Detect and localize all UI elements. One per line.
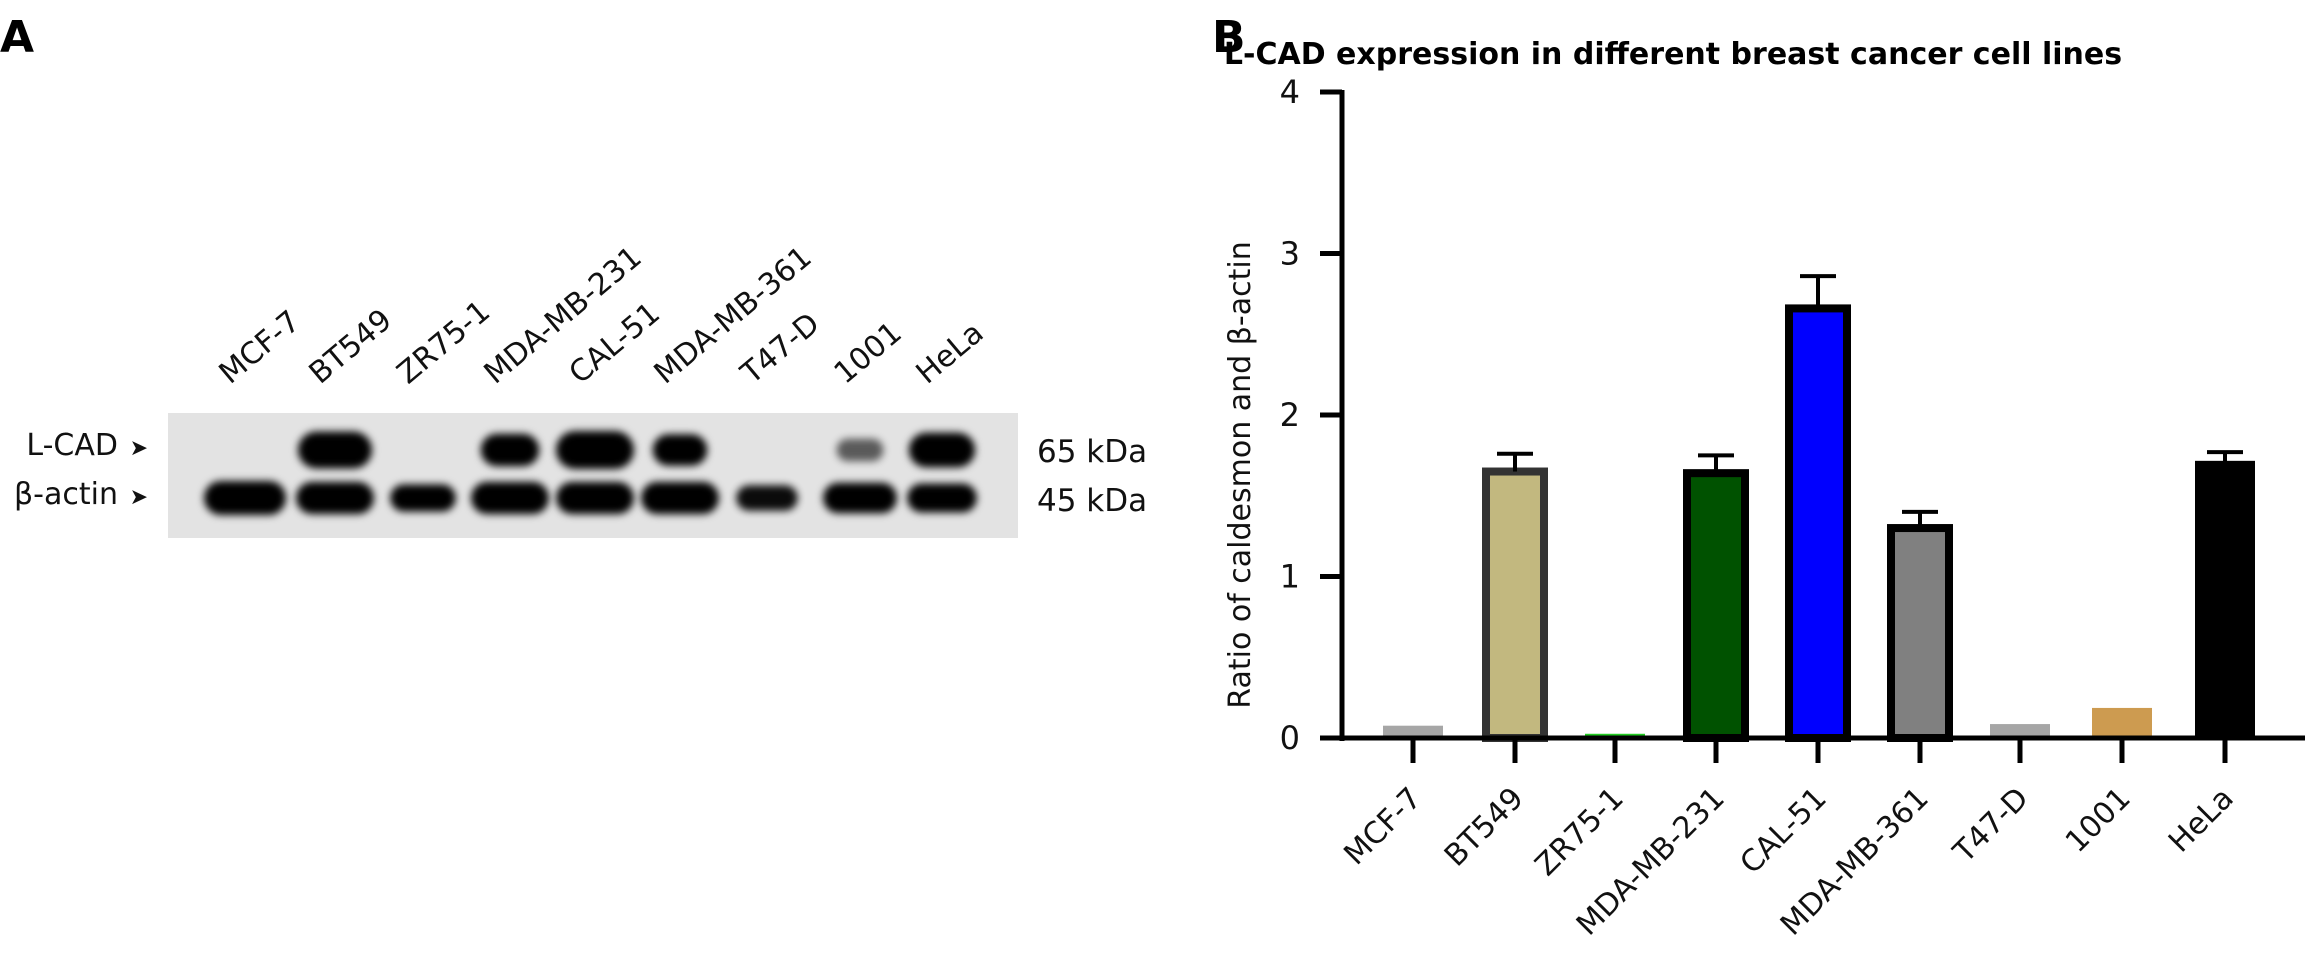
x-tick-label: HeLa	[2162, 781, 2241, 860]
actin-band	[296, 481, 374, 515]
actin-band	[823, 482, 897, 514]
lcad-band	[652, 434, 708, 466]
panel-a-label: A	[0, 12, 34, 63]
lane-label: MCF-7	[213, 304, 308, 391]
y-axis-label: Ratio of caldesmon and β-actin	[1223, 241, 1258, 708]
lcad-band	[297, 431, 373, 469]
y-tick-label: 4	[1280, 73, 1300, 111]
actin-band	[471, 481, 549, 515]
blot-bands	[204, 431, 977, 515]
error-bars	[1497, 274, 2243, 529]
actin-band	[390, 484, 456, 512]
actin-band	[204, 481, 286, 515]
y-tick-label: 1	[1280, 558, 1300, 596]
y-axis: 0 1 2 3 4	[1280, 73, 1345, 757]
panel-a: A MCF-7BT549ZR75-1MDA-MB-231CAL-51MDA-MB…	[0, 12, 1147, 538]
y-tick-label: 2	[1280, 396, 1300, 434]
lane-label: ZR75-1	[391, 294, 497, 391]
bar	[2092, 707, 2152, 739]
actin-band	[556, 481, 634, 515]
lcad-band	[836, 438, 884, 462]
actin-band	[907, 483, 977, 513]
lcad-band	[908, 432, 976, 468]
x-tick-label: T47-D	[1946, 781, 2035, 870]
actin-size-label: 45 kDa	[1037, 483, 1147, 519]
bar	[1785, 304, 1851, 742]
lcad-band	[556, 431, 634, 469]
lcad-row-label: L-CAD	[26, 428, 118, 463]
lane-label: BT549	[303, 302, 399, 391]
lcad-size-label: 65 kDa	[1037, 434, 1147, 470]
bar	[1683, 469, 1749, 742]
actin-row-label: β-actin	[14, 477, 118, 512]
lane-label: HeLa	[910, 315, 991, 391]
bar	[1482, 467, 1548, 742]
actin-band	[736, 485, 798, 511]
actin-band	[641, 481, 719, 515]
x-tick-label: MCF-7	[1337, 781, 1428, 872]
lane-labels: MCF-7BT549ZR75-1MDA-MB-231CAL-51MDA-MB-3…	[213, 240, 991, 392]
lane-label: 1001	[828, 315, 909, 391]
x-tick-label: 1001	[2059, 781, 2138, 860]
x-tick-label: ZR75-1	[1528, 781, 1630, 883]
lcad-arrow-icon: ➤	[130, 436, 148, 461]
y-tick-label: 3	[1280, 235, 1300, 273]
x-tick-label: BT549	[1438, 781, 1531, 874]
lcad-band	[480, 433, 540, 467]
panel-b-label: B	[1212, 12, 1246, 63]
chart-title: L-CAD expression in different breast can…	[1224, 37, 2122, 72]
actin-arrow-icon: ➤	[130, 485, 148, 510]
bars	[1383, 304, 2255, 742]
bar	[2195, 460, 2255, 739]
bar	[1887, 524, 1953, 742]
x-tick-label: CAL-51	[1733, 781, 1833, 881]
y-tick-label: 0	[1280, 719, 1300, 757]
panel-b: B L-CAD expression in different breast c…	[1212, 12, 2305, 943]
